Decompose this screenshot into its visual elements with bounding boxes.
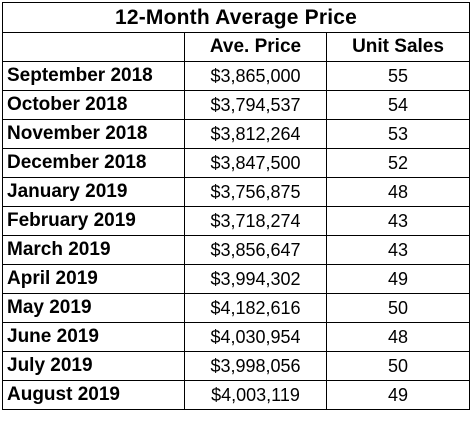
- table-row: January 2019 $3,756,875 48: [2, 177, 470, 207]
- table-row: June 2019 $4,030,954 48: [2, 322, 470, 352]
- price-cell: $3,856,647: [184, 235, 327, 265]
- table-row: August 2019 $4,003,119 49: [2, 380, 470, 410]
- table-row: December 2018 $3,847,500 52: [2, 148, 470, 178]
- units-column-header: Unit Sales: [326, 32, 470, 62]
- title-row: 12-Month Average Price: [2, 2, 470, 33]
- month-cell: April 2019: [2, 264, 185, 294]
- month-cell: November 2018: [2, 119, 185, 149]
- price-cell: $3,994,302: [184, 264, 327, 294]
- month-cell: February 2019: [2, 206, 185, 236]
- month-cell: July 2019: [2, 351, 185, 381]
- month-cell: December 2018: [2, 148, 185, 178]
- price-cell: $3,812,264: [184, 119, 327, 149]
- units-cell: 49: [326, 380, 470, 410]
- month-cell: January 2019: [2, 177, 185, 207]
- units-cell: 43: [326, 206, 470, 236]
- price-column-header: Ave. Price: [184, 32, 327, 62]
- price-cell: $4,030,954: [184, 322, 327, 352]
- average-price-table: 12-Month Average Price Ave. Price Unit S…: [2, 2, 470, 410]
- price-cell: $4,182,616: [184, 293, 327, 323]
- table-row: October 2018 $3,794,537 54: [2, 90, 470, 120]
- price-cell: $3,998,056: [184, 351, 327, 381]
- month-column-header: [2, 32, 185, 62]
- units-cell: 43: [326, 235, 470, 265]
- units-cell: 48: [326, 177, 470, 207]
- units-cell: 53: [326, 119, 470, 149]
- units-cell: 50: [326, 351, 470, 381]
- price-cell: $3,718,274: [184, 206, 327, 236]
- month-cell: September 2018: [2, 61, 185, 91]
- units-cell: 49: [326, 264, 470, 294]
- price-cell: $3,865,000: [184, 61, 327, 91]
- table-row: February 2019 $3,718,274 43: [2, 206, 470, 236]
- table-row: November 2018 $3,812,264 53: [2, 119, 470, 149]
- price-cell: $4,003,119: [184, 380, 327, 410]
- table-body: September 2018 $3,865,000 55 October 201…: [2, 61, 470, 410]
- price-cell: $3,756,875: [184, 177, 327, 207]
- price-cell: $3,794,537: [184, 90, 327, 120]
- month-cell: August 2019: [2, 380, 185, 410]
- units-cell: 55: [326, 61, 470, 91]
- units-cell: 54: [326, 90, 470, 120]
- table-row: July 2019 $3,998,056 50: [2, 351, 470, 381]
- month-cell: June 2019: [2, 322, 185, 352]
- header-row: Ave. Price Unit Sales: [2, 32, 470, 62]
- month-cell: May 2019: [2, 293, 185, 323]
- table-row: April 2019 $3,994,302 49: [2, 264, 470, 294]
- table-title: 12-Month Average Price: [2, 2, 470, 33]
- table-row: May 2019 $4,182,616 50: [2, 293, 470, 323]
- units-cell: 50: [326, 293, 470, 323]
- units-cell: 52: [326, 148, 470, 178]
- units-cell: 48: [326, 322, 470, 352]
- price-cell: $3,847,500: [184, 148, 327, 178]
- month-cell: October 2018: [2, 90, 185, 120]
- month-cell: March 2019: [2, 235, 185, 265]
- table-row: March 2019 $3,856,647 43: [2, 235, 470, 265]
- table-row: September 2018 $3,865,000 55: [2, 61, 470, 91]
